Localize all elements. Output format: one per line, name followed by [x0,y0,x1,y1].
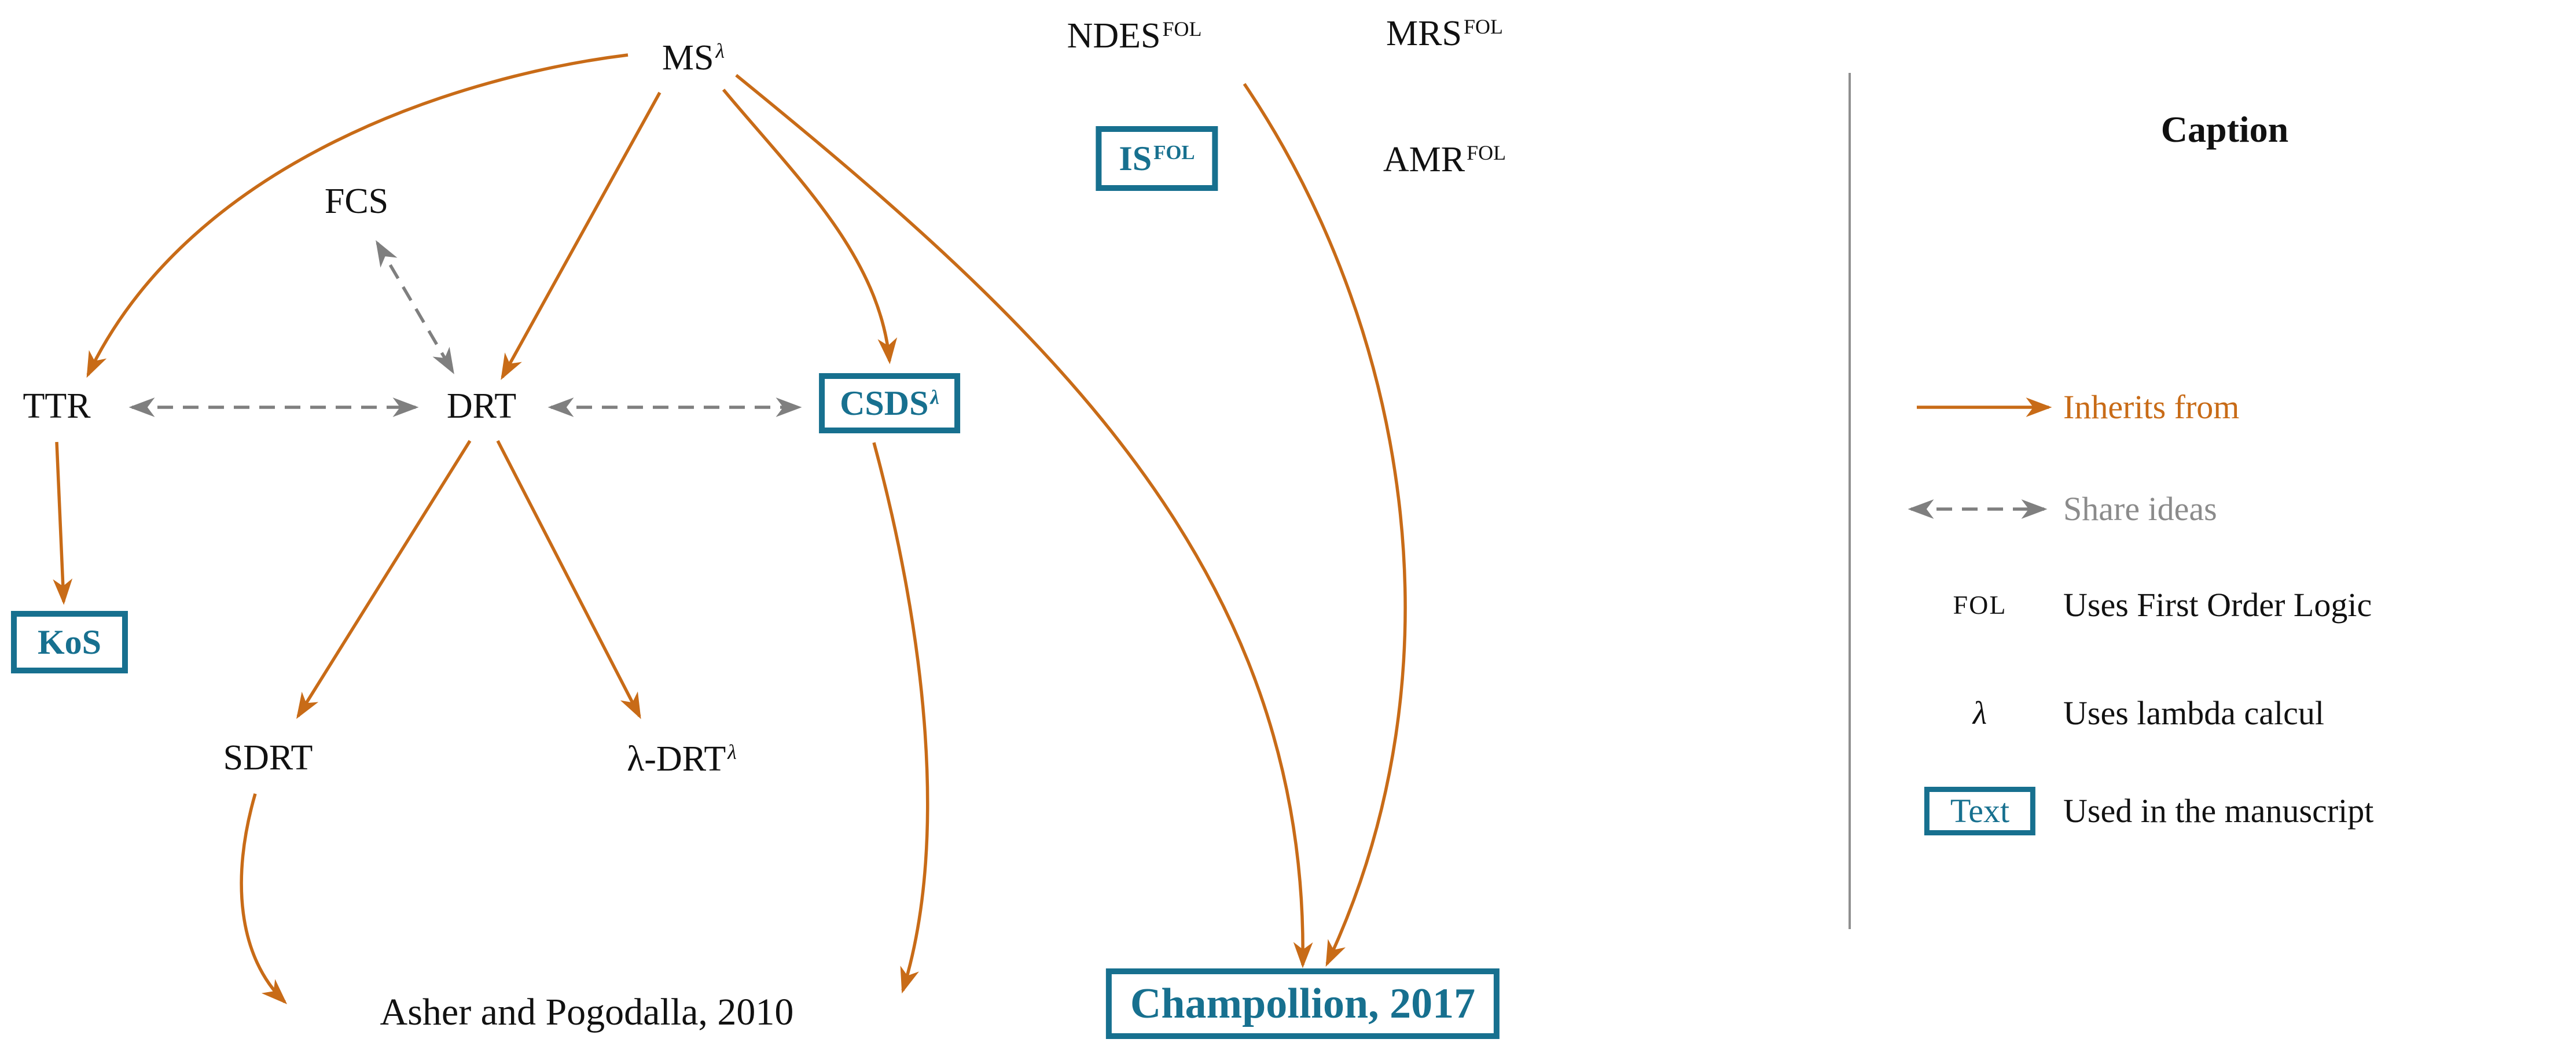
edge-ms-ttr [86,53,629,378]
node-mrs-label: MRS [1386,14,1462,53]
node-sdrt-label: SDRT [223,738,313,778]
node-is-box: ISFOL [1096,126,1218,191]
edge-fcs-drt-dashed [376,240,454,374]
node-kos-label: KoS [37,623,102,661]
legend-symbol-lambda: λ [1972,695,1987,731]
node-ldrt-sup: λ [727,740,737,764]
edge-drt-ldrt [496,440,641,720]
node-is-sup: FOL [1153,141,1195,164]
caption-divider [1849,73,1851,929]
node-asher-label: Asher and Pogodalla, 2010 [380,991,794,1033]
node-ndes-label: NDES [1067,16,1161,56]
edge-ms-csds [722,89,898,364]
node-sdrt: SDRT [223,740,313,776]
node-ms-label: MS [662,38,714,78]
legend-label-first-order-logic: Uses First Order Logic [2063,586,2372,624]
node-ttr-label: TTR [23,386,91,426]
edge-drt-sdrt [296,440,472,719]
node-asher: Asher and Pogodalla, 2010 [380,993,794,1031]
node-amr-sup: FOL [1467,141,1506,165]
node-csds-sup: λ [930,385,939,408]
node-mrs: MRSFOL [1386,16,1503,51]
caption-title: Caption [2160,109,2289,150]
node-champollion-box: Champollion, 2017 [1105,968,1500,1039]
node-ldrt: λ-DRTλ [627,741,737,777]
node-ms: MSλ [662,40,725,76]
node-amr: AMRFOL [1383,142,1506,178]
node-csds-label: CSDS [840,384,929,422]
legend-label-share-ideas: Share ideas [2063,490,2217,528]
node-fcs-label: FCS [324,182,389,221]
edge-ttr-kos [53,441,73,605]
node-ndes: NDESFOL [1067,18,1202,54]
edge-ms-drt [501,91,662,380]
legend-label-used-in-manuscript: Used in the manuscript [2063,792,2374,830]
node-ldrt-label: λ-DRT [627,739,726,779]
node-ndes-sup: FOL [1162,17,1202,41]
edge-sdrt-asher [240,793,288,1004]
node-csds-box: CSDSλ [819,373,960,433]
node-drt-label: DRT [446,386,517,426]
node-mrs-sup: FOL [1464,15,1503,39]
node-drt: DRT [447,388,516,424]
edge-ndes-champollion [1243,83,1407,967]
node-ms-sup: λ [715,39,725,63]
node-champollion-label: Champollion, 2017 [1130,980,1476,1027]
legend-symbol-text-box: Text [1924,787,2036,835]
node-fcs: FCS [325,183,388,219]
node-amr-label: AMR [1383,140,1465,179]
legend-symbol-fol: FOL [1953,590,2007,620]
node-ttr: TTR [23,388,90,424]
edge-ms-champollion [735,73,1313,968]
legend-label-lambda-calcul: Uses lambda calcul [2063,694,2324,732]
node-is-label: IS [1119,139,1152,178]
node-kos-box: KoS [10,611,128,673]
legend-label-inherits-from: Inherits from [2063,388,2240,426]
edge-csds-asher [872,442,929,994]
